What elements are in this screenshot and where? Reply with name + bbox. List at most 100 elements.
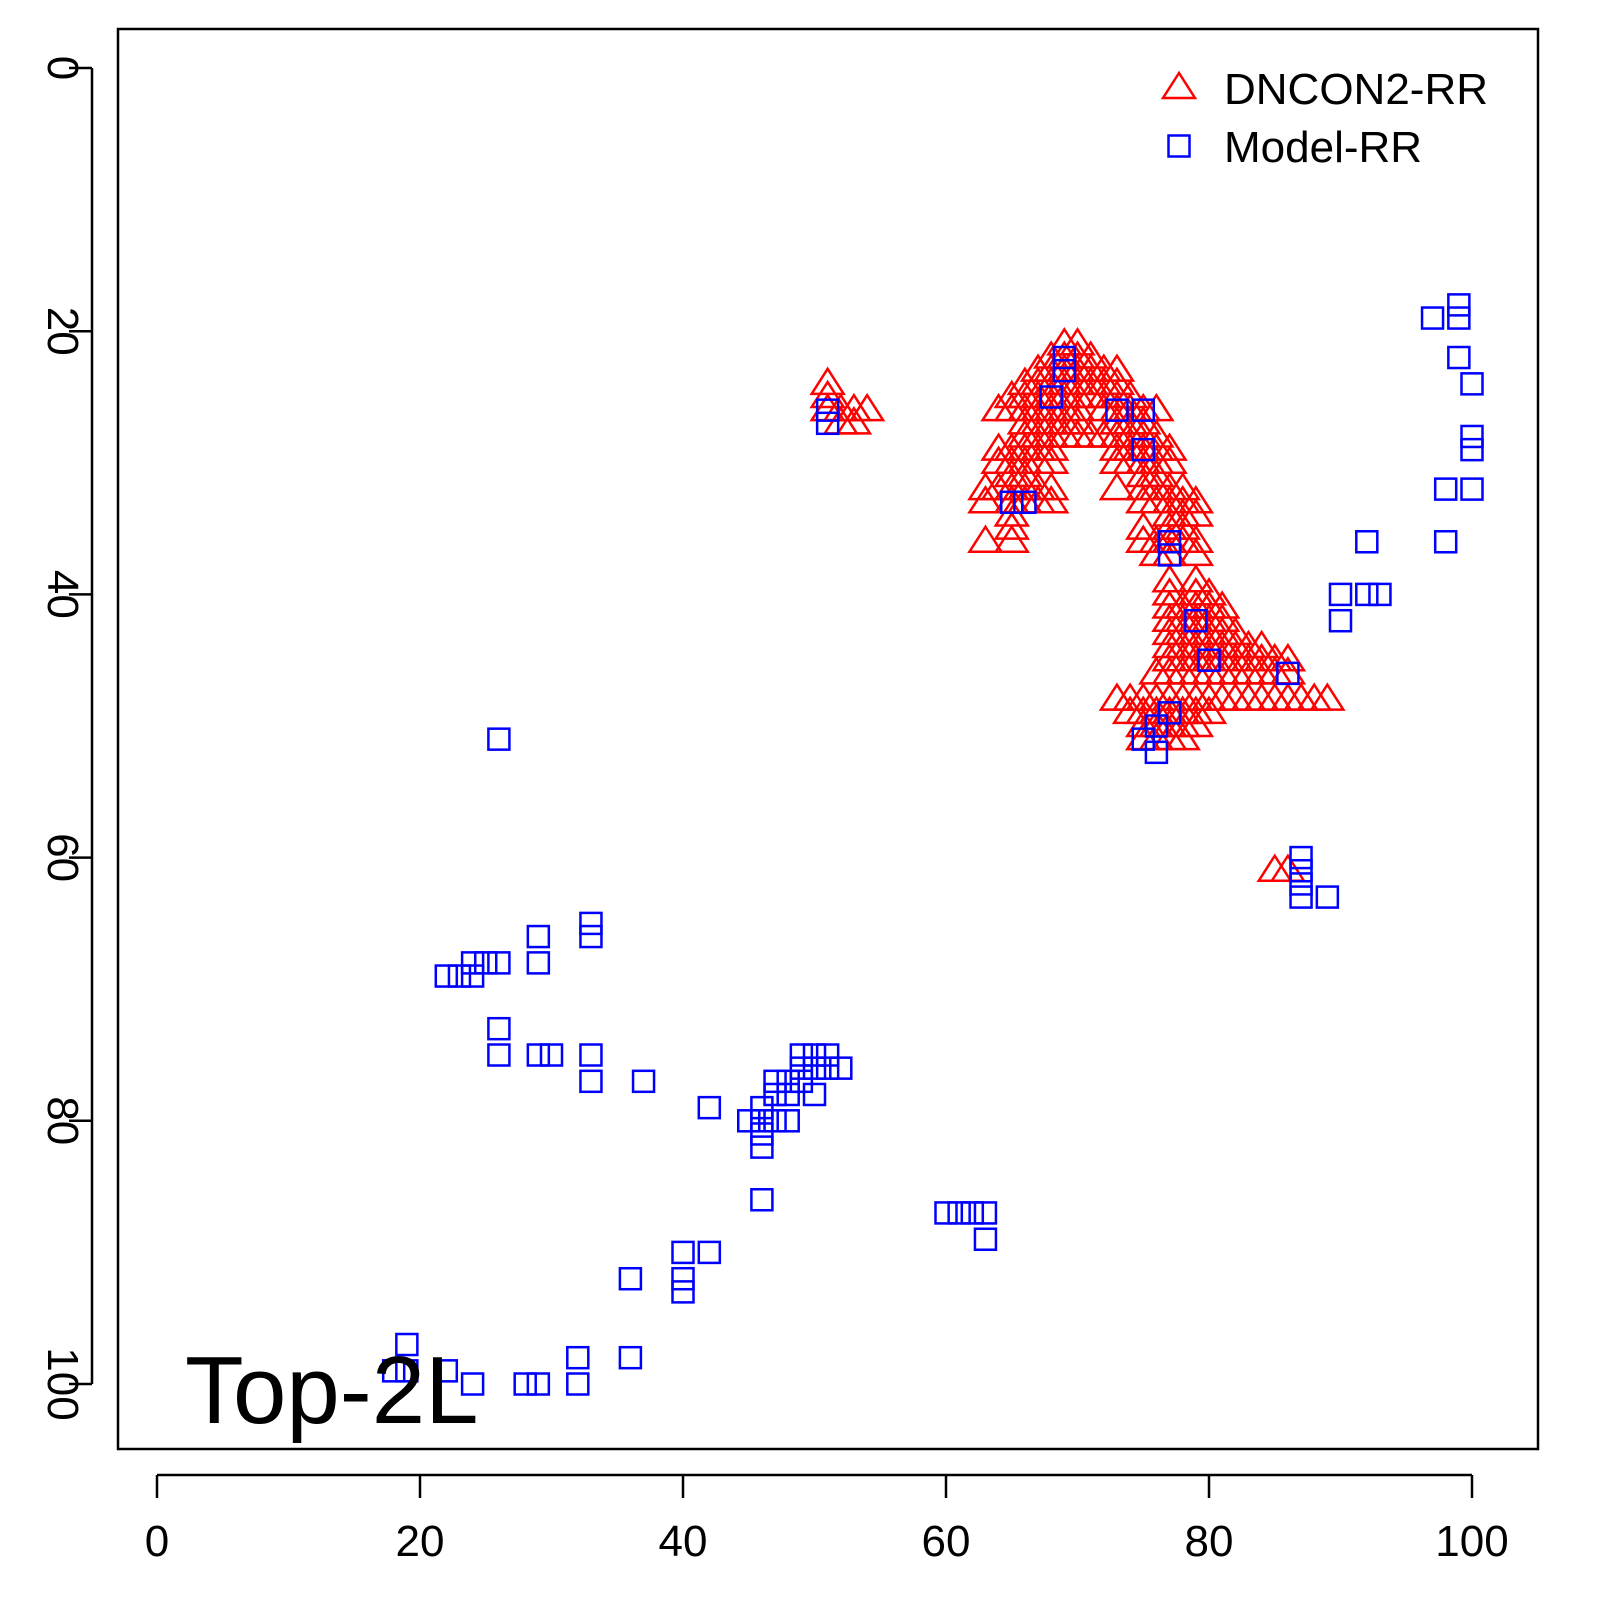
square-point bbox=[1131, 437, 1155, 462]
triangle-point bbox=[835, 406, 873, 435]
square-point bbox=[776, 1109, 800, 1133]
square-point bbox=[829, 1056, 853, 1080]
triangle-point bbox=[1164, 721, 1201, 751]
square-point bbox=[487, 1043, 511, 1067]
triangle-point bbox=[1177, 484, 1215, 514]
square-point bbox=[737, 1109, 761, 1133]
square-point bbox=[763, 1109, 787, 1133]
square-point bbox=[671, 1240, 695, 1265]
legend-label: Model-RR bbox=[1224, 123, 1422, 172]
legend-label: DNCON2-RR bbox=[1224, 65, 1488, 114]
x-tick-label: 20 bbox=[396, 1517, 445, 1566]
y-tick-label: 80 bbox=[38, 1096, 87, 1145]
triangle-point bbox=[993, 524, 1031, 554]
square-point bbox=[802, 1043, 827, 1067]
x-tick-label: 40 bbox=[659, 1517, 708, 1566]
square-point bbox=[1000, 490, 1024, 515]
square-point bbox=[460, 1372, 485, 1396]
square-point bbox=[460, 951, 485, 975]
square-point bbox=[789, 1056, 814, 1080]
square-point bbox=[1328, 582, 1353, 607]
legend-square-icon bbox=[1167, 134, 1191, 158]
square-point bbox=[1315, 885, 1340, 909]
x-tick-label: 60 bbox=[922, 1517, 971, 1566]
square-point bbox=[1328, 608, 1353, 633]
square-point bbox=[434, 964, 459, 988]
square-point bbox=[1355, 530, 1379, 554]
square-point bbox=[1447, 306, 1471, 330]
y-tick-label: 60 bbox=[38, 833, 87, 882]
square-point bbox=[1289, 859, 1313, 883]
square-point bbox=[487, 951, 511, 975]
square-point bbox=[1289, 885, 1313, 909]
square-point bbox=[763, 1069, 787, 1094]
square-point bbox=[776, 1069, 800, 1094]
square-point bbox=[815, 1056, 840, 1080]
square-point bbox=[1433, 530, 1458, 554]
square-point bbox=[579, 1069, 603, 1094]
square-point bbox=[618, 1345, 643, 1370]
triangle-point bbox=[1059, 406, 1096, 435]
square-point bbox=[1131, 398, 1155, 422]
square-point bbox=[1368, 582, 1392, 607]
square-point bbox=[566, 1372, 590, 1396]
square-point bbox=[697, 1095, 722, 1120]
square-point bbox=[579, 1043, 603, 1067]
triangle-point bbox=[1177, 708, 1215, 738]
triangle-point bbox=[1269, 642, 1307, 672]
square-point bbox=[802, 1056, 827, 1080]
square-point bbox=[934, 1201, 958, 1225]
triangle-point bbox=[1151, 432, 1188, 461]
square-point bbox=[763, 1082, 787, 1107]
square-point bbox=[1157, 701, 1182, 725]
square-point bbox=[960, 1201, 985, 1225]
square-point bbox=[1447, 293, 1471, 317]
square-point bbox=[1276, 661, 1300, 686]
square-point bbox=[460, 964, 485, 988]
square-point bbox=[395, 1359, 419, 1383]
square-point bbox=[750, 1188, 774, 1212]
triangle-point bbox=[1124, 511, 1162, 540]
square-point bbox=[973, 1201, 998, 1225]
triangle-point bbox=[1309, 682, 1346, 711]
square-point bbox=[1157, 543, 1182, 567]
plot-frame bbox=[116, 27, 1540, 1451]
triangle-point bbox=[809, 379, 846, 409]
square-point bbox=[631, 1069, 656, 1094]
x-tick-label: 100 bbox=[1435, 1517, 1508, 1566]
square-point bbox=[815, 398, 840, 422]
square-point bbox=[1052, 345, 1077, 370]
triangle-point bbox=[993, 511, 1031, 540]
square-point bbox=[1460, 437, 1484, 462]
square-point bbox=[579, 924, 603, 949]
square-point bbox=[697, 1240, 722, 1265]
x-tick-label: 80 bbox=[1185, 1517, 1234, 1566]
triangle-point bbox=[967, 524, 1004, 554]
square-point bbox=[815, 1043, 840, 1067]
square-point bbox=[1460, 477, 1484, 501]
y-tick-label: 100 bbox=[38, 1347, 87, 1420]
square-point bbox=[789, 1069, 814, 1094]
square-point bbox=[1460, 424, 1484, 449]
legend: DNCON2-RR Model-RR bbox=[1160, 65, 1488, 172]
triangle-point bbox=[1032, 432, 1070, 461]
square-point bbox=[1289, 845, 1313, 870]
square-point bbox=[947, 1201, 971, 1225]
triangle-point bbox=[848, 392, 886, 422]
square-point bbox=[1052, 358, 1077, 383]
square-point bbox=[750, 1095, 774, 1120]
square-point bbox=[526, 1372, 551, 1396]
square-point bbox=[973, 1227, 998, 1251]
triangle-point bbox=[967, 484, 1004, 514]
square-point bbox=[487, 1016, 511, 1041]
square-point bbox=[750, 1109, 774, 1133]
y-tick-label: 40 bbox=[38, 570, 87, 619]
square-point bbox=[1105, 398, 1129, 422]
square-point bbox=[1355, 582, 1379, 607]
triangle-point bbox=[1177, 524, 1215, 554]
square-point bbox=[802, 1082, 827, 1107]
square-point bbox=[1039, 385, 1063, 409]
square-point bbox=[1433, 477, 1458, 501]
axes: 0 20 40 60 80 100 0 20 40 60 80 100 bbox=[38, 56, 1509, 1566]
square-point bbox=[1197, 648, 1221, 672]
